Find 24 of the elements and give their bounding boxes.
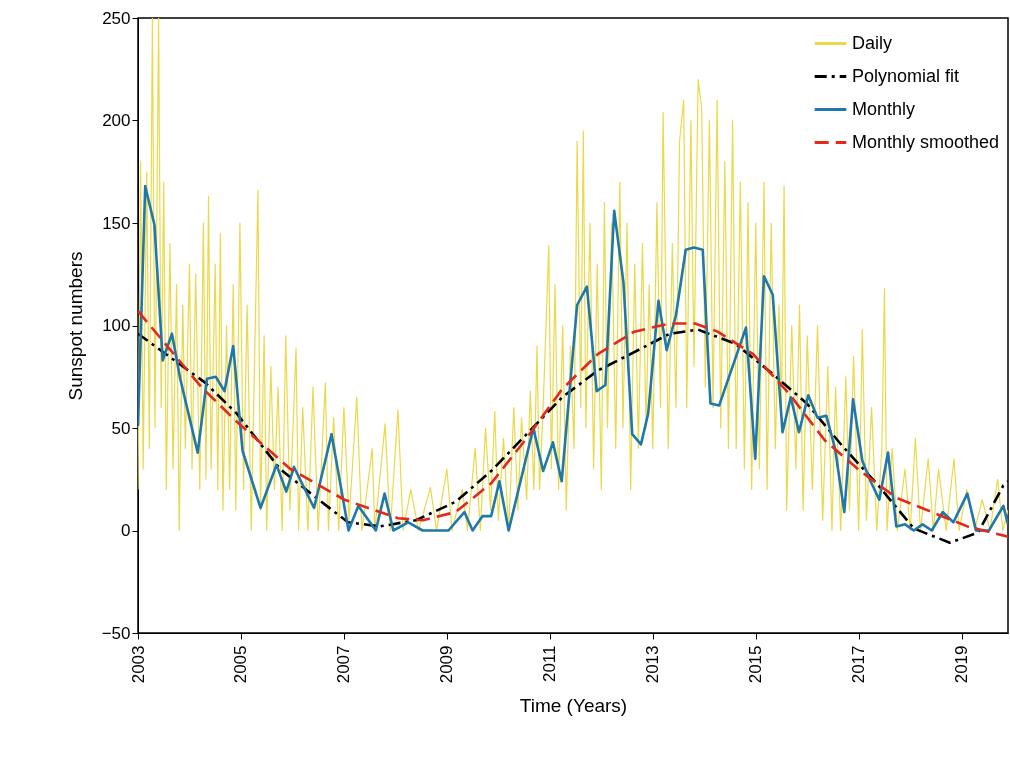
y-tick-label: 250 (102, 8, 131, 28)
y-tick-label: 100 (102, 316, 131, 335)
y-tick-label: −50 (101, 623, 131, 643)
legend-label: Monthly (852, 98, 916, 119)
x-tick-label: 2013 (643, 645, 663, 684)
x-tick-label: 2017 (849, 645, 869, 684)
y-tick-label: 150 (102, 213, 131, 233)
line-series (138, 18, 1008, 532)
y-tick-label: 0 (121, 521, 131, 540)
x-tick-label: 2009 (437, 645, 457, 684)
line-series (138, 184, 1008, 532)
y-tick-label: 50 (111, 418, 131, 438)
x-tick-label: 2007 (334, 645, 354, 684)
x-tick-label: 2019 (952, 645, 972, 684)
legend-label: Monthly smoothed (852, 131, 1000, 152)
legend-label: Polynomial fit (852, 65, 960, 86)
y-tick-label: 200 (102, 111, 131, 130)
x-tick-label: 2005 (231, 645, 251, 684)
x-tick-label: 2003 (128, 645, 148, 684)
legend-label: Daily (852, 32, 893, 53)
x-tick-label: 2015 (746, 645, 766, 684)
y-axis-title: Sunspot numbers (64, 251, 86, 401)
x-tick-label: 2011 (540, 645, 560, 683)
x-axis-title: Time (Years) (519, 695, 628, 717)
